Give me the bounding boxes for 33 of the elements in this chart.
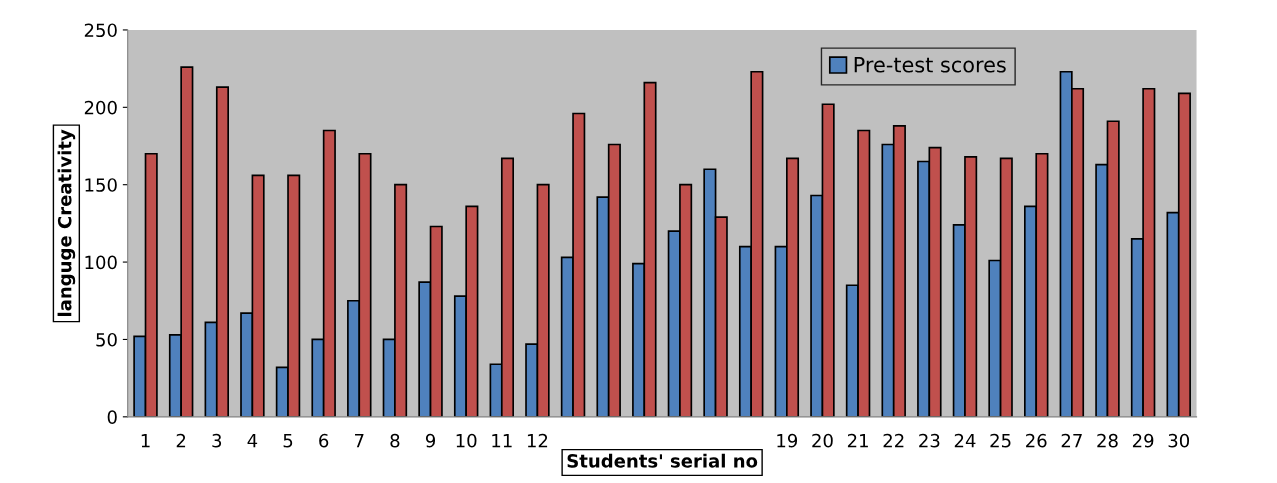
y-tick-label: 100 — [85, 255, 117, 270]
y-tick-label: 50 — [96, 332, 117, 347]
x-axis-title: Students' serial no — [567, 453, 758, 468]
x-tick-label: 4 — [247, 434, 258, 448]
x-tick-label: 2 — [176, 433, 186, 448]
legend-label: Pre-test scores — [854, 57, 1006, 73]
x-tick-label: 10 — [456, 433, 477, 448]
x-tick-label: 20 — [812, 433, 833, 448]
x-tick-label: 21 — [847, 433, 868, 448]
y-tick-label: 200 — [84, 100, 117, 115]
x-tick-label: 26 — [1026, 433, 1047, 448]
y-axis-title: languge Creativity — [57, 129, 76, 316]
x-tick-label: 24 — [954, 433, 976, 448]
x-tick-label: 7 — [355, 434, 364, 448]
x-tick-label: 27 — [1061, 433, 1082, 448]
x-tick-label: 8 — [390, 433, 400, 448]
x-tick-label: 9 — [425, 433, 436, 448]
x-tick-label: 3 — [212, 433, 222, 448]
y-tick-label: 250 — [84, 23, 117, 38]
x-tick-label: 19 — [777, 433, 798, 448]
y-tick-label: 0 — [107, 410, 117, 424]
x-tick-label: 29 — [1132, 433, 1154, 448]
y-tick-label: 150 — [85, 178, 117, 192]
x-tick-label: 6 — [319, 433, 329, 448]
x-tick-label: 22 — [883, 433, 904, 448]
x-tick-label: 28 — [1097, 433, 1118, 448]
x-tick-label: 23 — [919, 433, 940, 448]
x-tick-label: 30 — [1168, 433, 1190, 448]
x-tick-label: 11 — [492, 434, 512, 448]
x-tick-label: 1 — [141, 434, 150, 448]
x-tick-label: 25 — [990, 433, 1011, 448]
x-tick-label: 12 — [527, 433, 548, 448]
x-tick-label: 5 — [283, 434, 293, 448]
